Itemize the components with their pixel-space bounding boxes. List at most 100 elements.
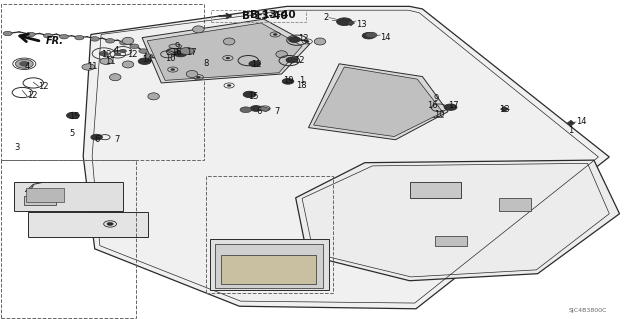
Bar [26,188,64,202]
Circle shape [26,32,35,37]
Circle shape [100,58,113,64]
Circle shape [362,33,375,39]
Text: 10: 10 [165,54,175,63]
Text: 14: 14 [142,55,152,64]
Text: 2: 2 [324,13,329,22]
Circle shape [250,106,262,111]
Ellipse shape [276,51,287,58]
Ellipse shape [109,74,121,81]
Circle shape [286,57,298,63]
Circle shape [243,91,256,98]
Bar [210,239,329,290]
Circle shape [82,64,95,70]
Text: 14: 14 [576,117,586,126]
Circle shape [75,35,84,40]
Circle shape [196,76,200,78]
Text: 13: 13 [356,20,367,29]
Text: FR.: FR. [46,35,64,46]
Ellipse shape [122,61,134,68]
Circle shape [90,37,99,41]
Circle shape [91,134,102,140]
Circle shape [107,222,113,226]
Text: 19: 19 [283,76,293,85]
Polygon shape [257,106,270,112]
Ellipse shape [193,26,204,33]
Text: 10: 10 [434,110,444,119]
Ellipse shape [148,93,159,100]
Bar [1,4,204,160]
Circle shape [44,33,52,38]
Circle shape [106,39,115,43]
Polygon shape [147,23,302,80]
Text: 17: 17 [448,101,459,110]
Circle shape [240,107,252,113]
Text: B-13-40: B-13-40 [250,10,295,20]
Text: 11: 11 [105,57,115,66]
Text: 11: 11 [87,63,97,71]
Circle shape [138,58,151,64]
Text: 4: 4 [24,63,29,71]
Text: 18: 18 [296,81,307,90]
Text: 16: 16 [428,101,438,110]
Text: 12: 12 [127,50,137,59]
Bar [14,182,123,211]
Polygon shape [83,6,609,309]
Text: 1: 1 [300,76,305,85]
Text: 17: 17 [186,48,196,57]
Ellipse shape [169,44,182,48]
Polygon shape [410,182,461,198]
Text: 1: 1 [568,126,573,135]
Text: 12: 12 [101,50,111,59]
Text: 5: 5 [69,129,74,138]
Text: 12: 12 [251,60,261,69]
Circle shape [99,51,108,56]
Polygon shape [567,120,575,126]
Text: 4: 4 [114,46,119,55]
Circle shape [15,59,33,68]
Text: 7: 7 [274,107,279,116]
Polygon shape [308,64,448,140]
Text: 15: 15 [248,92,259,101]
Ellipse shape [223,38,235,45]
Text: 12: 12 [298,34,308,43]
Polygon shape [500,106,508,112]
Bar [28,212,148,237]
Text: B-13-40: B-13-40 [242,11,287,21]
Circle shape [174,50,187,57]
Text: 6: 6 [256,107,261,116]
Circle shape [365,32,377,38]
Text: 9: 9 [434,94,439,103]
Text: SJC4B3800C: SJC4B3800C [568,308,607,313]
Circle shape [226,57,230,59]
Bar [206,176,333,293]
Circle shape [144,54,153,58]
Circle shape [67,112,79,119]
Ellipse shape [122,37,134,44]
Bar [24,196,56,205]
Text: 3: 3 [14,143,19,152]
Polygon shape [435,236,467,246]
Text: 12: 12 [27,91,37,100]
Circle shape [180,48,194,55]
Text: 12: 12 [294,56,305,65]
Text: 13: 13 [499,105,510,114]
Circle shape [171,69,175,70]
Circle shape [130,44,139,48]
Bar [215,244,323,288]
Circle shape [305,41,309,42]
Circle shape [120,41,129,45]
Text: 7: 7 [114,135,119,144]
Polygon shape [166,48,182,54]
Text: 15: 15 [69,112,79,121]
Circle shape [249,61,260,67]
Circle shape [227,85,231,86]
Circle shape [60,34,68,39]
Text: 8: 8 [204,59,209,68]
Polygon shape [142,19,310,83]
Text: 14: 14 [380,33,390,42]
Circle shape [444,104,457,110]
Circle shape [115,53,121,56]
Text: 16: 16 [172,48,182,57]
Ellipse shape [314,38,326,45]
Circle shape [273,33,277,35]
